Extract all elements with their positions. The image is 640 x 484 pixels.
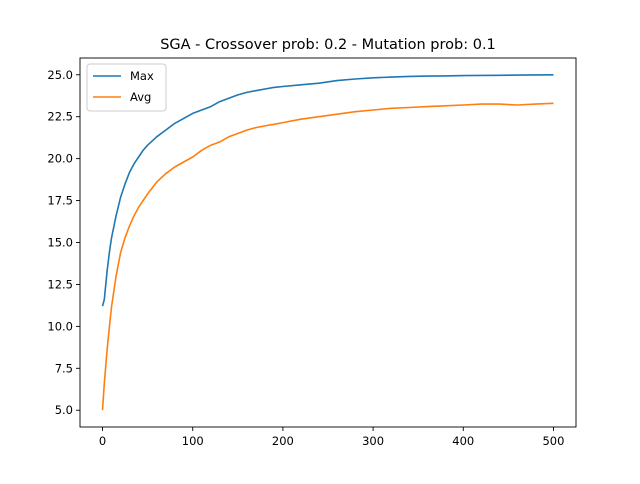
legend-label-max: Max (130, 69, 154, 83)
x-tick-label: 500 (542, 434, 564, 448)
y-tick-label: 17.5 (47, 194, 73, 208)
x-tick-label: 0 (99, 434, 106, 448)
y-tick-label: 22.5 (47, 110, 73, 124)
x-tick-label: 400 (452, 434, 474, 448)
x-tick-label: 200 (272, 434, 294, 448)
y-tick-label: 25.0 (47, 68, 73, 82)
x-tick-label: 100 (182, 434, 204, 448)
y-tick-label: 20.0 (47, 152, 73, 166)
y-tick-label: 15.0 (47, 236, 73, 250)
chart-title: SGA - Crossover prob: 0.2 - Mutation pro… (160, 37, 496, 53)
legend-box (86, 63, 167, 112)
y-tick-label: 5.0 (55, 403, 73, 417)
legend-label-avg: Avg (130, 90, 151, 104)
series-line-avg (101, 102, 554, 411)
series-line-max (101, 74, 554, 307)
plot-area: 0 100 200 300 400 500 5.0 7.5 10.0 12.5 15.0 17.5 20… (47, 57, 577, 448)
x-tick-label: 300 (362, 434, 384, 448)
y-tick-label: 10.0 (47, 319, 73, 333)
y-tick-label: 12.5 (47, 277, 73, 291)
y-tick-label: 7.5 (55, 361, 73, 375)
